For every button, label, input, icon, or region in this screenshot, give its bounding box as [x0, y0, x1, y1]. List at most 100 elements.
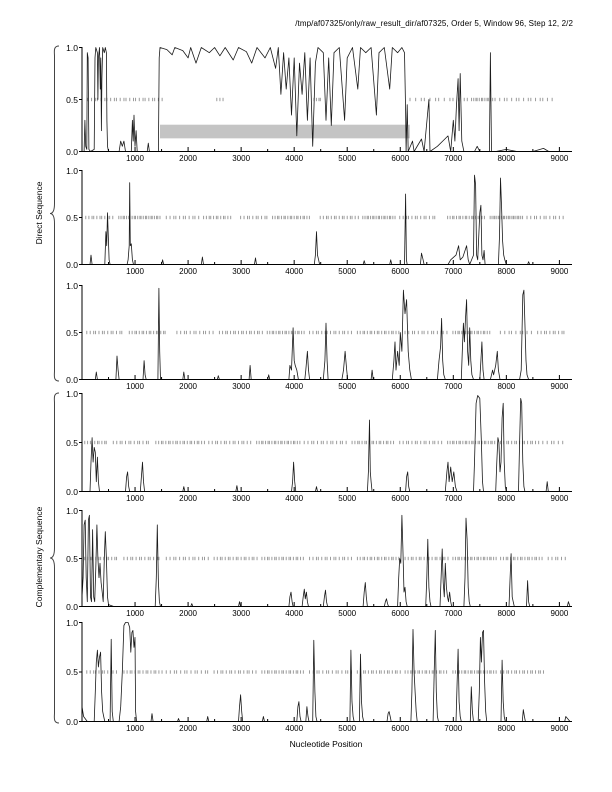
x-tick-label: 3000 — [232, 494, 251, 503]
panel-direct-frame-2-svg — [79, 170, 572, 265]
x-tick-label: 7000 — [444, 494, 463, 503]
brace-path — [49, 392, 60, 724]
x-tick-label: 8000 — [497, 494, 516, 503]
y-tick-label: 0.5 — [66, 94, 78, 105]
x-tick-label: 4000 — [285, 609, 304, 618]
x-tick-label: 1000 — [126, 609, 144, 618]
y-tick-label: 1.0 — [66, 280, 78, 291]
x-tick-label: 1000 — [126, 382, 144, 391]
y-tick-label: 1.0 — [66, 388, 78, 399]
y-tick-label: 0.5 — [66, 212, 78, 223]
midline-marks — [86, 670, 544, 674]
panel-complementary-frame-2-svg — [79, 510, 572, 607]
x-tick-label: 3000 — [232, 724, 251, 733]
x-tick-label: 4000 — [285, 382, 304, 391]
x-tick-label: 7000 — [444, 382, 463, 391]
x-tick-label: 2000 — [179, 154, 197, 163]
midline-marks — [85, 215, 564, 220]
x-tick-label: 2000 — [179, 724, 197, 733]
y-tick-label: 0.0 — [66, 146, 78, 157]
x-tick-label: 4000 — [285, 724, 304, 733]
plot-title: /tmp/af07325/only/raw_result_dir/af07325… — [295, 19, 573, 28]
x-tick-label: 5000 — [338, 267, 357, 276]
x-tick-label: 4000 — [285, 154, 304, 163]
x-tick-label: 1000 — [126, 724, 144, 733]
x-tick-label: 5000 — [338, 724, 357, 733]
y-tick-label: 0.5 — [66, 667, 78, 677]
panel-direct-frame-1-svg — [79, 47, 572, 152]
panel-complementary-frame-3 — [74, 622, 574, 722]
y-tick-label: 0.0 — [66, 486, 78, 497]
x-tick-label: 9000 — [550, 154, 569, 163]
direct-sequence-label: Direct Sequence — [34, 181, 44, 245]
x-tick-label: 1000 — [126, 154, 144, 163]
x-tick-label: 8000 — [497, 609, 516, 618]
x-tick-label: 9000 — [550, 609, 569, 618]
x-tick-label: 5000 — [338, 382, 357, 391]
probability-trace — [82, 395, 570, 492]
y-tick-label: 0.5 — [66, 553, 78, 564]
panel-complementary-frame-3-svg — [79, 622, 572, 722]
x-tick-label: 4000 — [285, 494, 304, 503]
x-tick-label: 5000 — [338, 154, 357, 163]
x-tick-label: 5000 — [338, 494, 357, 503]
complementary-sequence-brace — [49, 392, 60, 724]
panel-direct-frame-2 — [74, 170, 574, 265]
y-tick-label: 0.5 — [66, 437, 78, 448]
x-tick-label: 2000 — [179, 267, 197, 276]
brace-path — [49, 45, 60, 382]
probability-trace — [81, 514, 571, 607]
x-tick-label: 5000 — [338, 609, 357, 618]
x-tick-label: 6000 — [391, 267, 410, 276]
x-tick-label: 6000 — [391, 154, 410, 163]
probability-trace — [82, 47, 570, 152]
panel-complementary-frame-1 — [74, 393, 574, 492]
x-tick-label: 4000 — [285, 267, 304, 276]
midline-marks — [84, 556, 566, 561]
x-tick-label: 8000 — [497, 382, 516, 391]
x-tick-label: 3000 — [232, 154, 251, 163]
y-tick-label: 1.0 — [66, 505, 78, 516]
x-axis-label: Nucleotide Position — [289, 739, 363, 749]
region-highlight-bar — [159, 124, 410, 139]
midline-marks — [84, 440, 564, 445]
y-tick-label: 1.0 — [66, 617, 78, 628]
direct-sequence-brace — [49, 45, 60, 382]
x-tick-label: 9000 — [550, 494, 569, 503]
y-tick-label: 0.0 — [66, 716, 78, 727]
x-tick-label: 3000 — [232, 609, 251, 618]
x-tick-label: 6000 — [391, 494, 410, 503]
x-tick-label: 3000 — [232, 382, 251, 391]
x-tick-label: 6000 — [391, 609, 410, 618]
midline-marks — [87, 97, 553, 102]
x-tick-label: 1000 — [126, 267, 144, 276]
x-tick-label: 7000 — [444, 724, 463, 733]
x-tick-label: 8000 — [497, 154, 516, 163]
y-tick-label: 0.0 — [66, 374, 78, 385]
probability-trace — [82, 174, 570, 265]
x-tick-label: 7000 — [444, 154, 463, 163]
panel-direct-frame-3 — [74, 285, 574, 380]
y-tick-label: 1.0 — [66, 165, 78, 176]
x-tick-label: 9000 — [550, 382, 569, 391]
panel-complementary-frame-1-svg — [79, 393, 572, 492]
x-tick-label: 7000 — [444, 609, 463, 618]
x-tick-label: 8000 — [497, 724, 516, 733]
x-tick-label: 2000 — [179, 609, 197, 618]
probability-trace — [81, 622, 571, 722]
x-tick-label: 9000 — [550, 267, 569, 276]
x-tick-label: 2000 — [179, 494, 197, 503]
midline-marks — [86, 330, 565, 335]
x-tick-label: 1000 — [126, 494, 144, 503]
x-tick-label: 3000 — [232, 267, 251, 276]
x-tick-label: 6000 — [391, 382, 410, 391]
x-tick-label: 2000 — [179, 382, 197, 391]
panel-direct-frame-1 — [74, 47, 574, 152]
x-tick-label: 9000 — [550, 724, 569, 733]
y-tick-label: 0.0 — [66, 601, 78, 612]
probability-trace — [82, 287, 570, 380]
x-tick-label: 8000 — [497, 267, 516, 276]
x-tick-label: 6000 — [391, 724, 410, 733]
y-tick-label: 0.5 — [66, 327, 78, 338]
